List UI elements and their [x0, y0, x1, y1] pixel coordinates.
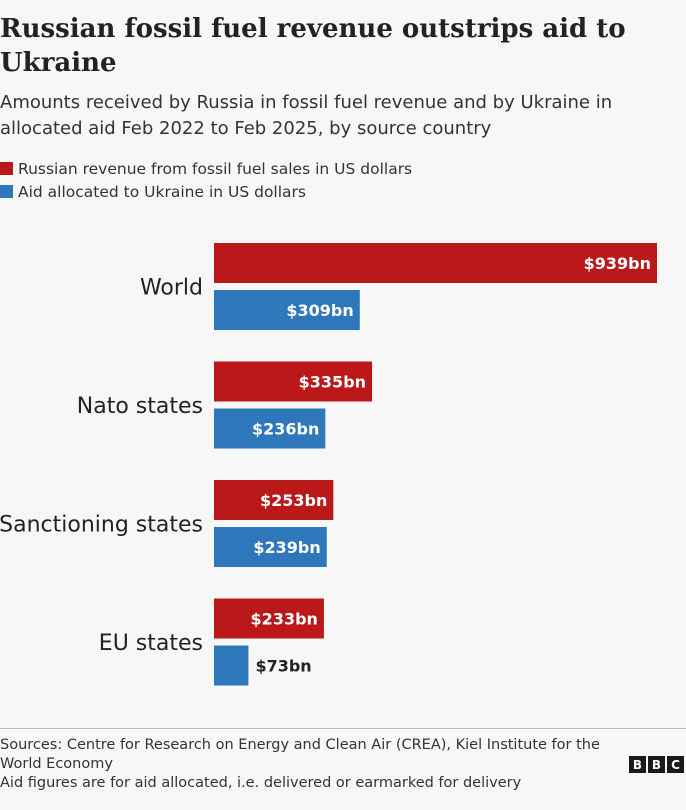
legend-label-aid: Aid allocated to Ukraine in US dollars	[18, 182, 306, 201]
bbc-logo: B B C	[629, 756, 684, 773]
data-label-revenue-eu-states: $233bn	[251, 610, 318, 629]
data-label-revenue-nato-states: $335bn	[299, 373, 366, 392]
data-label-revenue-sanctioning-states: $253bn	[260, 491, 327, 510]
legend-swatch-aid	[0, 185, 13, 198]
category-label-sanctioning-states: Sanctioning states	[0, 513, 203, 538]
footer: Sources: Centre for Research on Energy a…	[0, 736, 615, 793]
chart-title: Russian fossil fuel revenue outstrips ai…	[0, 14, 626, 78]
legend-swatch-revenue	[0, 162, 13, 175]
bar-revenue-eu-states	[214, 598, 324, 639]
footer-note: Aid figures are for aid allocated, i.e. …	[0, 775, 522, 791]
legend-label-revenue: Russian revenue from fossil fuel sales i…	[18, 159, 413, 178]
data-label-revenue-world: $939bn	[584, 254, 651, 273]
category-label-nato-states: Nato states	[77, 394, 203, 419]
bar-revenue-world	[214, 243, 657, 283]
footer-divider	[0, 728, 686, 729]
bbc-logo-letter: B	[648, 756, 665, 773]
bar-revenue-nato-states	[214, 361, 373, 402]
bar-aid-eu-states	[214, 645, 249, 686]
legend-item-revenue: Russian revenue from fossil fuel sales i…	[0, 157, 412, 180]
bar-chart: World $939bn $309bn Nato states $335bn $236bn…	[0, 243, 657, 686]
data-label-aid-nato-states: $236bn	[252, 420, 319, 439]
footer-sources: Sources: Centre for Research on Energy a…	[0, 737, 600, 772]
chart-subtitle: Amounts received by Russia in fossil fue…	[0, 92, 613, 139]
bar-aid-world	[214, 290, 360, 330]
legend-item-aid: Aid allocated to Ukraine in US dollars	[0, 180, 412, 203]
bar-aid-sanctioning-states	[214, 527, 327, 567]
data-label-aid-eu-states: $73bn	[255, 657, 311, 676]
bbc-logo-letter: C	[667, 756, 684, 773]
data-label-aid-sanctioning-states: $239bn	[253, 538, 320, 557]
bar-aid-nato-states	[214, 408, 326, 449]
bbc-logo-letter: B	[629, 756, 646, 773]
category-label-world: World	[140, 276, 203, 301]
category-label-eu-states: EU states	[99, 631, 203, 656]
data-label-aid-world: $309bn	[286, 301, 353, 320]
legend: Russian revenue from fossil fuel sales i…	[0, 157, 412, 203]
bar-revenue-sanctioning-states	[214, 480, 334, 520]
